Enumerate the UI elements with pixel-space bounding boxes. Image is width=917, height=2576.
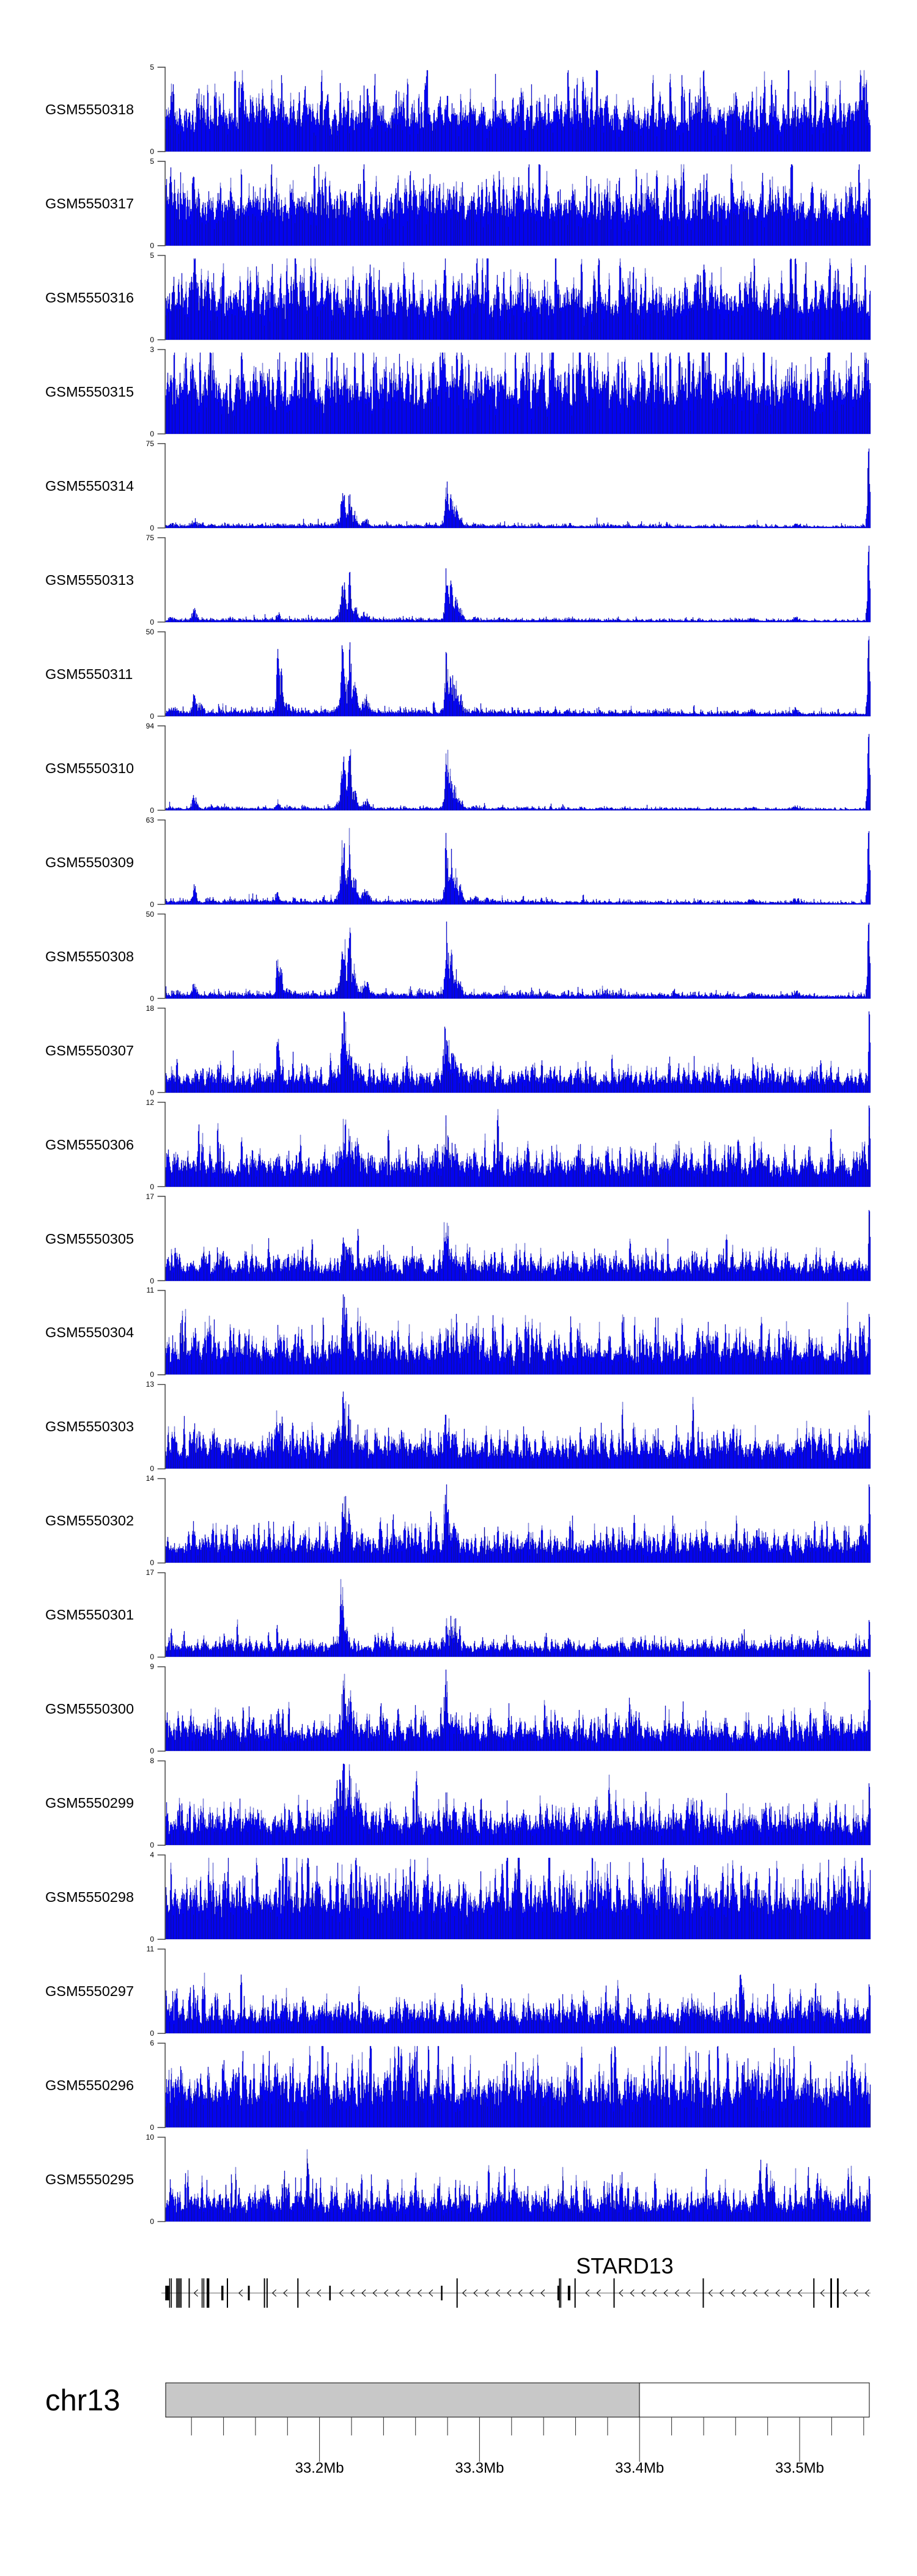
- svg-text:0: 0: [150, 2217, 154, 2226]
- svg-text:17: 17: [146, 1192, 155, 1201]
- svg-text:0: 0: [150, 1088, 154, 1097]
- svg-text:50: 50: [146, 628, 155, 636]
- svg-text:63: 63: [146, 816, 155, 824]
- svg-text:0: 0: [150, 2123, 154, 2132]
- svg-text:33.5Mb: 33.5Mb: [775, 2460, 824, 2476]
- svg-text:GSM5550300: GSM5550300: [45, 1701, 134, 1717]
- svg-text:GSM5550298: GSM5550298: [45, 1889, 134, 1905]
- svg-text:0: 0: [150, 1935, 154, 1943]
- svg-text:GSM5550306: GSM5550306: [45, 1137, 134, 1153]
- svg-text:5: 5: [150, 63, 154, 72]
- svg-text:0: 0: [150, 1464, 154, 1473]
- svg-text:0: 0: [150, 430, 154, 438]
- svg-text:6: 6: [150, 2039, 154, 2047]
- svg-text:0: 0: [150, 524, 154, 532]
- svg-text:0: 0: [150, 1841, 154, 1849]
- svg-text:GSM5550301: GSM5550301: [45, 1607, 134, 1623]
- svg-text:0: 0: [150, 1277, 154, 1285]
- svg-text:GSM5550303: GSM5550303: [45, 1418, 134, 1434]
- svg-text:14: 14: [146, 1474, 155, 1483]
- svg-text:12: 12: [146, 1098, 155, 1107]
- svg-text:0: 0: [150, 2029, 154, 2038]
- svg-text:0: 0: [150, 1747, 154, 1755]
- svg-text:0: 0: [150, 900, 154, 909]
- svg-text:STARD13: STARD13: [576, 2253, 673, 2278]
- svg-text:0: 0: [150, 147, 154, 156]
- svg-text:GSM5550307: GSM5550307: [45, 1043, 134, 1059]
- svg-text:0: 0: [150, 1558, 154, 1567]
- svg-text:11: 11: [147, 1945, 155, 1953]
- svg-text:GSM5550315: GSM5550315: [45, 384, 134, 400]
- svg-text:0: 0: [150, 1653, 154, 1661]
- svg-text:5: 5: [150, 157, 154, 166]
- svg-text:GSM5550313: GSM5550313: [45, 572, 134, 588]
- svg-text:0: 0: [150, 712, 154, 721]
- svg-text:GSM5550308: GSM5550308: [45, 949, 134, 964]
- svg-text:GSM5550310: GSM5550310: [45, 760, 134, 776]
- svg-text:75: 75: [146, 439, 155, 448]
- svg-text:8: 8: [150, 1756, 154, 1765]
- svg-text:GSM5550318: GSM5550318: [45, 101, 134, 117]
- svg-text:94: 94: [146, 722, 155, 730]
- svg-text:GSM5550317: GSM5550317: [45, 196, 134, 211]
- svg-text:0: 0: [150, 1183, 154, 1191]
- svg-text:3: 3: [150, 345, 154, 354]
- svg-text:0: 0: [150, 336, 154, 344]
- svg-text:0: 0: [150, 994, 154, 1003]
- svg-text:17: 17: [146, 1568, 155, 1577]
- svg-text:chr13: chr13: [45, 2384, 120, 2417]
- svg-text:33.3Mb: 33.3Mb: [455, 2460, 504, 2476]
- svg-text:0: 0: [150, 618, 154, 626]
- svg-text:4: 4: [150, 1851, 154, 1859]
- svg-text:GSM5550299: GSM5550299: [45, 1795, 134, 1811]
- svg-text:GSM5550305: GSM5550305: [45, 1231, 134, 1247]
- svg-text:0: 0: [150, 1370, 154, 1379]
- svg-text:0: 0: [150, 806, 154, 815]
- svg-text:33.4Mb: 33.4Mb: [615, 2460, 664, 2476]
- svg-text:11: 11: [147, 1286, 155, 1294]
- svg-text:GSM5550295: GSM5550295: [45, 2171, 134, 2187]
- svg-text:13: 13: [146, 1380, 155, 1389]
- svg-text:75: 75: [146, 534, 155, 542]
- svg-text:9: 9: [150, 1662, 154, 1671]
- svg-text:GSM5550296: GSM5550296: [45, 2077, 134, 2093]
- svg-text:0: 0: [150, 241, 154, 250]
- svg-text:GSM5550302: GSM5550302: [45, 1513, 134, 1528]
- svg-text:GSM5550304: GSM5550304: [45, 1324, 134, 1340]
- svg-text:GSM5550314: GSM5550314: [45, 478, 134, 494]
- svg-text:GSM5550311: GSM5550311: [45, 666, 133, 682]
- svg-text:GSM5550297: GSM5550297: [45, 1983, 134, 1999]
- svg-text:33.2Mb: 33.2Mb: [295, 2460, 344, 2476]
- svg-text:GSM5550316: GSM5550316: [45, 290, 134, 306]
- svg-text:50: 50: [146, 910, 155, 919]
- svg-text:10: 10: [146, 2133, 155, 2141]
- svg-text:18: 18: [146, 1004, 155, 1013]
- svg-text:5: 5: [150, 251, 154, 260]
- svg-text:GSM5550309: GSM5550309: [45, 854, 134, 870]
